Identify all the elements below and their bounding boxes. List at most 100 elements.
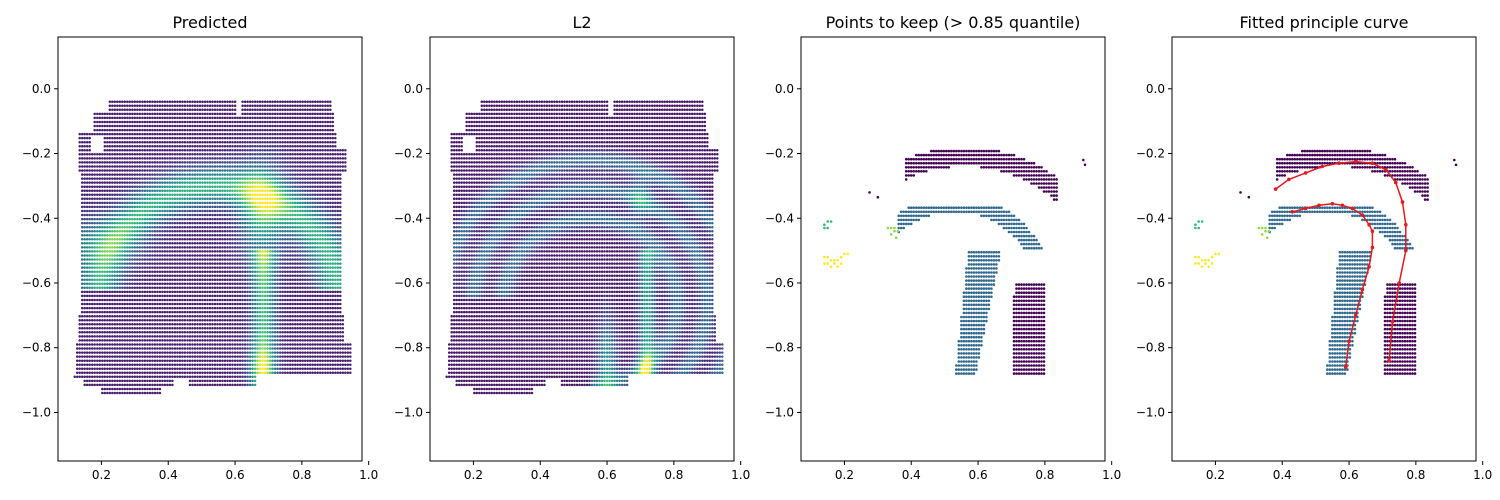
data-point xyxy=(258,108,262,112)
data-point xyxy=(248,294,252,298)
data-point xyxy=(171,193,174,197)
data-point xyxy=(186,181,189,184)
data-point xyxy=(253,225,257,229)
data-point xyxy=(181,112,184,116)
data-point xyxy=(136,266,139,269)
data-point xyxy=(111,229,114,233)
data-point xyxy=(238,161,242,164)
data-point xyxy=(228,149,232,152)
data-point xyxy=(201,140,204,144)
data-point xyxy=(241,238,244,241)
data-point xyxy=(261,104,264,108)
data-point xyxy=(216,286,219,290)
data-point xyxy=(288,229,292,233)
data-point xyxy=(313,153,317,156)
data-point xyxy=(146,266,149,269)
data-point xyxy=(203,144,207,148)
data-point xyxy=(143,124,147,128)
data-point xyxy=(243,124,247,128)
data-point xyxy=(283,254,287,257)
data-point xyxy=(116,246,119,249)
data-point xyxy=(166,286,169,290)
data-point xyxy=(288,238,292,241)
data-point xyxy=(228,209,232,213)
data-point xyxy=(183,100,187,103)
data-point xyxy=(186,274,189,277)
data-point xyxy=(156,233,159,237)
data-point xyxy=(336,225,340,229)
data-point xyxy=(98,242,102,245)
data-point xyxy=(83,161,86,164)
data-point xyxy=(108,177,112,180)
data-point xyxy=(141,177,144,180)
data-point xyxy=(296,282,299,286)
data-point xyxy=(228,120,232,124)
data-point xyxy=(121,149,124,152)
data-point xyxy=(251,217,254,221)
data-point xyxy=(93,181,96,184)
data-point xyxy=(324,266,327,269)
data-point xyxy=(263,213,267,217)
data-point xyxy=(201,197,204,201)
data-point xyxy=(133,185,137,188)
data-point xyxy=(133,144,137,148)
data-point xyxy=(261,233,264,237)
data-point xyxy=(166,116,169,120)
data-point xyxy=(278,157,282,160)
data-point xyxy=(231,100,234,103)
data-point xyxy=(211,213,214,217)
data-point xyxy=(226,144,229,148)
data-point xyxy=(128,161,132,164)
data-point xyxy=(85,181,89,184)
data-point xyxy=(221,132,224,136)
data-point xyxy=(256,286,259,290)
data-point xyxy=(233,286,237,290)
data-point xyxy=(316,193,319,197)
data-point xyxy=(88,205,91,209)
data-point xyxy=(80,286,84,290)
data-point xyxy=(178,112,182,116)
data-point xyxy=(246,246,249,249)
data-point xyxy=(223,120,227,124)
data-point xyxy=(313,205,317,209)
data-point xyxy=(316,213,319,217)
data-point xyxy=(248,112,252,116)
data-point xyxy=(266,185,269,188)
data-point xyxy=(106,286,109,290)
data-point xyxy=(344,169,347,172)
data-point xyxy=(161,270,164,273)
data-point xyxy=(128,136,132,140)
data-point xyxy=(226,165,229,168)
data-point xyxy=(303,213,307,217)
data-point xyxy=(123,173,127,176)
data-point xyxy=(283,189,287,192)
data-point xyxy=(121,221,124,225)
data-point xyxy=(278,217,282,221)
data-point xyxy=(291,270,294,273)
data-point xyxy=(213,165,217,168)
data-point xyxy=(83,250,86,253)
data-point xyxy=(228,161,232,164)
data-point xyxy=(186,132,189,136)
data-point xyxy=(148,169,152,172)
data-point xyxy=(311,144,314,148)
data-point xyxy=(271,209,274,213)
data-point xyxy=(263,165,267,168)
data-point xyxy=(161,112,164,116)
data-point xyxy=(313,120,317,124)
data-point xyxy=(263,250,267,253)
data-point xyxy=(301,100,304,103)
data-point xyxy=(334,136,337,140)
data-point xyxy=(128,233,132,237)
data-point xyxy=(196,177,199,180)
data-point xyxy=(136,286,139,290)
data-point xyxy=(143,161,147,164)
data-point xyxy=(298,254,302,257)
data-point xyxy=(138,136,142,140)
data-point xyxy=(151,286,154,290)
data-point xyxy=(278,100,282,103)
data-point xyxy=(85,217,89,221)
data-point xyxy=(138,254,142,257)
data-point xyxy=(276,242,279,245)
data-point xyxy=(168,108,172,112)
